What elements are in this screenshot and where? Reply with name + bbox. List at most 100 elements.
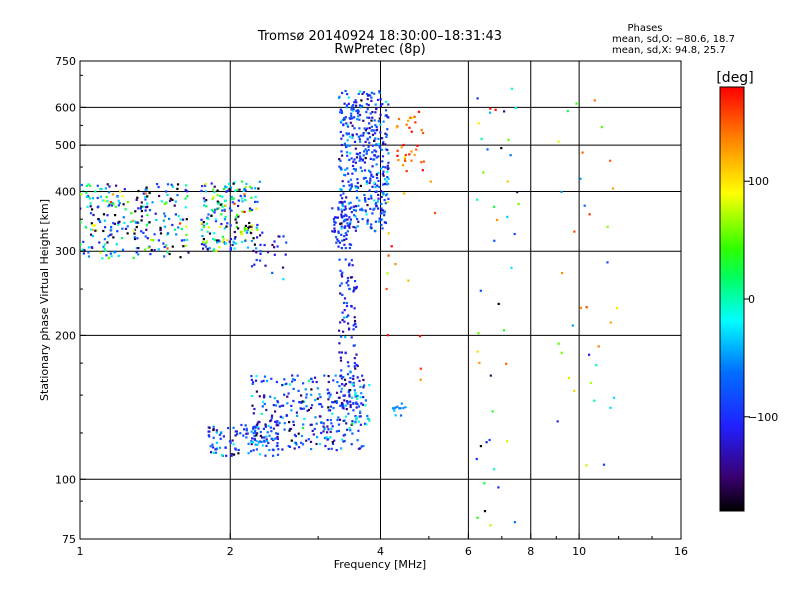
data-point: [410, 159, 413, 162]
data-point: [588, 213, 591, 216]
data-point: [348, 158, 351, 161]
data-point: [346, 139, 349, 142]
data-point: [243, 195, 246, 198]
data-point: [420, 128, 423, 132]
data-point: [377, 197, 380, 200]
data-point: [109, 201, 113, 204]
data-point: [163, 245, 166, 249]
data-point: [244, 424, 247, 427]
data-point: [356, 376, 359, 379]
data-point: [229, 224, 232, 227]
data-point: [356, 397, 359, 400]
data-point: [221, 454, 224, 457]
data-point: [275, 380, 278, 384]
data-point: [355, 416, 358, 419]
data-point: [115, 184, 118, 187]
data-point: [359, 90, 362, 93]
data-point: [381, 103, 384, 106]
data-point: [261, 405, 264, 408]
data-point: [600, 126, 603, 129]
data-point: [110, 228, 113, 231]
data-point: [166, 193, 169, 196]
data-point: [255, 390, 258, 393]
data-point: [343, 102, 346, 105]
data-point: [306, 409, 309, 412]
data-point: [419, 367, 422, 370]
data-point: [107, 235, 110, 238]
data-point: [293, 378, 296, 382]
data-point: [343, 316, 346, 319]
data-point: [282, 278, 285, 281]
data-point: [103, 199, 106, 202]
data-point: [227, 427, 230, 430]
data-point: [232, 443, 235, 446]
data-point: [478, 361, 481, 364]
data-point: [226, 189, 229, 192]
data-point: [343, 200, 346, 203]
data-point: [351, 383, 354, 386]
data-point: [356, 112, 360, 115]
data-point: [225, 225, 228, 228]
data-point: [126, 225, 129, 228]
data-point: [338, 158, 341, 161]
data-point: [276, 400, 279, 403]
x-tick-label: 6: [465, 545, 472, 558]
data-point: [310, 448, 313, 451]
data-point: [133, 237, 137, 241]
data-point: [224, 216, 227, 219]
data-point: [348, 152, 352, 155]
data-point: [329, 430, 332, 433]
data-point: [335, 236, 338, 239]
data-point: [363, 169, 367, 172]
data-point: [344, 89, 347, 93]
data-point: [259, 252, 262, 255]
data-point: [254, 187, 257, 190]
data-point: [359, 410, 362, 413]
data-point: [82, 240, 85, 243]
data-point: [215, 429, 218, 432]
data-point: [179, 256, 182, 259]
data-point: [357, 220, 360, 223]
data-point: [373, 158, 376, 161]
data-point: [258, 453, 262, 456]
data-point: [207, 213, 210, 216]
data-point: [489, 524, 492, 527]
data-point: [348, 262, 351, 265]
data-point: [346, 144, 349, 147]
data-point: [140, 219, 143, 222]
data-point: [243, 227, 246, 230]
data-point: [407, 279, 410, 282]
data-point: [382, 120, 385, 123]
data-point: [290, 439, 293, 442]
data-point: [583, 204, 586, 207]
data-point: [366, 417, 369, 420]
data-point: [357, 420, 360, 423]
data-point: [349, 400, 352, 403]
data-point: [510, 87, 513, 90]
data-point: [131, 219, 134, 222]
data-point: [422, 160, 425, 163]
data-point: [254, 429, 257, 432]
data-point: [307, 379, 311, 382]
data-point: [355, 325, 358, 328]
data-point: [354, 209, 357, 212]
data-point: [497, 486, 500, 489]
data-point: [346, 401, 349, 404]
data-point: [254, 431, 257, 434]
data-point: [342, 220, 345, 223]
data-point: [579, 306, 582, 309]
data-point: [362, 144, 365, 147]
data-point: [299, 401, 302, 404]
data-point: [221, 205, 224, 208]
data-point: [353, 140, 357, 143]
data-point: [344, 404, 347, 407]
data-point: [255, 207, 258, 210]
data-point: [354, 420, 357, 423]
data-point: [345, 408, 348, 411]
data-point: [491, 410, 494, 413]
data-point: [106, 183, 109, 186]
data-point: [174, 200, 177, 203]
data-point: [233, 230, 236, 234]
data-point: [316, 397, 319, 400]
data-point: [104, 187, 107, 190]
